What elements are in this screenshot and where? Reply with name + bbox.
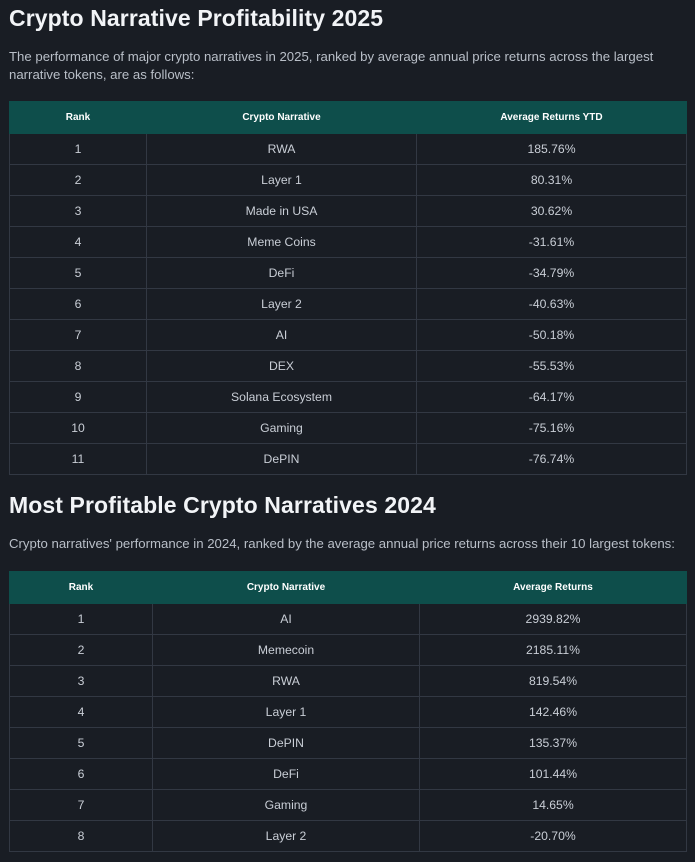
table-row: 5 DeFi -34.79% — [9, 257, 687, 289]
cell-returns: -64.17% — [416, 381, 687, 413]
cell-narrative: Meme Coins — [146, 226, 417, 258]
cell-returns: -50.18% — [416, 319, 687, 351]
column-header-narrative[interactable]: Crypto Narrative — [152, 571, 420, 604]
section-2025: Crypto Narrative Profitability 2025 The … — [9, 0, 687, 475]
narrative-table-2025: Rank Crypto Narrative Average Returns YT… — [9, 101, 687, 475]
cell-rank: 2 — [9, 164, 147, 196]
cell-narrative: DEX — [146, 350, 417, 382]
cell-rank: 4 — [9, 696, 153, 728]
cell-returns: 14.65% — [419, 789, 687, 821]
table-row: 4 Meme Coins -31.61% — [9, 226, 687, 258]
cell-narrative: DeFi — [152, 758, 420, 790]
cell-returns: -55.53% — [416, 350, 687, 382]
cell-narrative: DeFi — [146, 257, 417, 289]
table-row: 1 AI 2939.82% — [9, 603, 687, 635]
table-row: 3 Made in USA 30.62% — [9, 195, 687, 227]
cell-narrative: Layer 2 — [152, 820, 420, 852]
cell-returns: -76.74% — [416, 443, 687, 475]
cell-returns: -34.79% — [416, 257, 687, 289]
cell-narrative: DePIN — [146, 443, 417, 475]
cell-returns: 135.37% — [419, 727, 687, 759]
cell-rank: 5 — [9, 727, 153, 759]
table-row: 2 Layer 1 80.31% — [9, 164, 687, 196]
cell-rank: 1 — [9, 603, 153, 635]
cell-rank: 10 — [9, 412, 147, 444]
cell-returns: -40.63% — [416, 288, 687, 320]
cell-rank: 1 — [9, 133, 147, 165]
cell-rank: 3 — [9, 665, 153, 697]
table-row: 7 Gaming 14.65% — [9, 789, 687, 821]
section-title-2025: Crypto Narrative Profitability 2025 — [9, 5, 384, 31]
cell-narrative: DePIN — [152, 727, 420, 759]
cell-narrative: RWA — [152, 665, 420, 697]
cell-returns: 142.46% — [419, 696, 687, 728]
section-2024: Most Profitable Crypto Narratives 2024 C… — [9, 487, 687, 852]
cell-narrative: Layer 1 — [146, 164, 417, 196]
cell-returns: 80.31% — [416, 164, 687, 196]
table-row: 3 RWA 819.54% — [9, 665, 687, 697]
cell-rank: 6 — [9, 758, 153, 790]
table-header-row: Rank Crypto Narrative Average Returns YT… — [9, 101, 687, 134]
cell-returns: -20.70% — [419, 820, 687, 852]
table-row: 10 Gaming -75.16% — [9, 412, 687, 444]
table-row: 8 DEX -55.53% — [9, 350, 687, 382]
cell-narrative: Layer 2 — [146, 288, 417, 320]
cell-rank: 7 — [9, 789, 153, 821]
cell-narrative: AI — [152, 603, 420, 635]
table-row: 1 RWA 185.76% — [9, 133, 687, 165]
cell-returns: 30.62% — [416, 195, 687, 227]
cell-returns: 2939.82% — [419, 603, 687, 635]
section-title-2024: Most Profitable Crypto Narratives 2024 — [9, 492, 436, 518]
column-header-returns[interactable]: Average Returns YTD — [416, 101, 687, 134]
cell-narrative: Gaming — [146, 412, 417, 444]
table-header-row: Rank Crypto Narrative Average Returns — [9, 571, 687, 604]
cell-rank: 7 — [9, 319, 147, 351]
table-row: 7 AI -50.18% — [9, 319, 687, 351]
cell-returns: 101.44% — [419, 758, 687, 790]
cell-rank: 6 — [9, 288, 147, 320]
cell-returns: 185.76% — [416, 133, 687, 165]
cell-returns: -31.61% — [416, 226, 687, 258]
cell-rank: 9 — [9, 381, 147, 413]
cell-rank: 5 — [9, 257, 147, 289]
cell-returns: 2185.11% — [419, 634, 687, 666]
cell-rank: 11 — [9, 443, 147, 475]
cell-narrative: Memecoin — [152, 634, 420, 666]
section-description-2025: The performance of major crypto narrativ… — [9, 49, 654, 82]
table-row: 4 Layer 1 142.46% — [9, 696, 687, 728]
table-row: 2 Memecoin 2185.11% — [9, 634, 687, 666]
cell-narrative: Solana Ecosystem — [146, 381, 417, 413]
cell-narrative: Made in USA — [146, 195, 417, 227]
cell-rank: 3 — [9, 195, 147, 227]
table-row: 5 DePIN 135.37% — [9, 727, 687, 759]
cell-narrative: Layer 1 — [152, 696, 420, 728]
column-header-returns[interactable]: Average Returns — [419, 571, 687, 604]
cell-returns: -75.16% — [416, 412, 687, 444]
table-row: 6 DeFi 101.44% — [9, 758, 687, 790]
table-row: 8 Layer 2 -20.70% — [9, 820, 687, 852]
table-row: 6 Layer 2 -40.63% — [9, 288, 687, 320]
cell-returns: 819.54% — [419, 665, 687, 697]
column-header-rank[interactable]: Rank — [9, 571, 153, 604]
table-row: 11 DePIN -76.74% — [9, 443, 687, 475]
column-header-rank[interactable]: Rank — [9, 101, 147, 134]
cell-narrative: RWA — [146, 133, 417, 165]
section-description-2024: Crypto narratives' performance in 2024, … — [9, 536, 675, 551]
cell-rank: 4 — [9, 226, 147, 258]
table-row: 9 Solana Ecosystem -64.17% — [9, 381, 687, 413]
cell-rank: 8 — [9, 350, 147, 382]
cell-narrative: Gaming — [152, 789, 420, 821]
column-header-narrative[interactable]: Crypto Narrative — [146, 101, 417, 134]
cell-narrative: AI — [146, 319, 417, 351]
cell-rank: 8 — [9, 820, 153, 852]
cell-rank: 2 — [9, 634, 153, 666]
